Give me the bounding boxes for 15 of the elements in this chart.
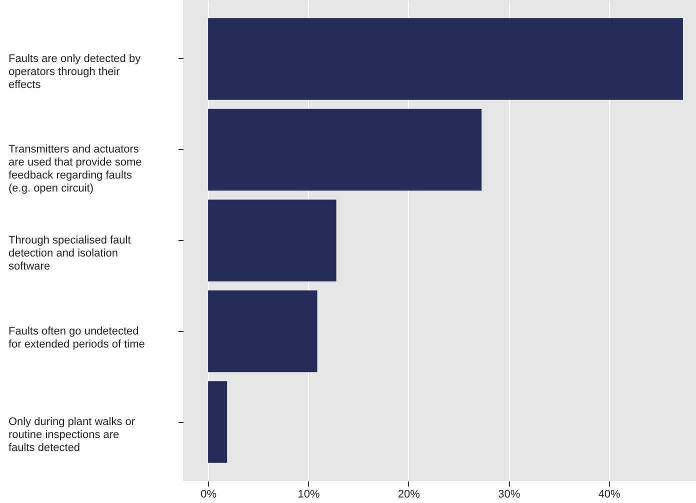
x-tick-label: 20% bbox=[398, 488, 420, 500]
y-tick-label: Only during plant walks or routine inspections are faults detected bbox=[8, 416, 136, 454]
y-tick-label: Through specialised fault detection and isolation software bbox=[8, 234, 131, 272]
bar bbox=[208, 200, 336, 282]
y-tick-label: Faults often go undetected for extended periods of time bbox=[8, 325, 145, 350]
x-tick-label: 0% bbox=[200, 488, 217, 500]
bar bbox=[208, 290, 318, 372]
x-tick-label: 40% bbox=[598, 488, 621, 500]
y-tick-label: Faults are only detected by operators through their effects bbox=[8, 52, 142, 91]
x-tick-label: 30% bbox=[498, 488, 520, 500]
bar bbox=[208, 381, 228, 463]
y-tick-label: Transmitters and actuators are used that provide some feedback regarding faults (e.g. open circuit) bbox=[8, 144, 142, 195]
x-tick-label: 10% bbox=[298, 488, 320, 500]
bar bbox=[208, 108, 482, 191]
bar bbox=[208, 18, 683, 100]
